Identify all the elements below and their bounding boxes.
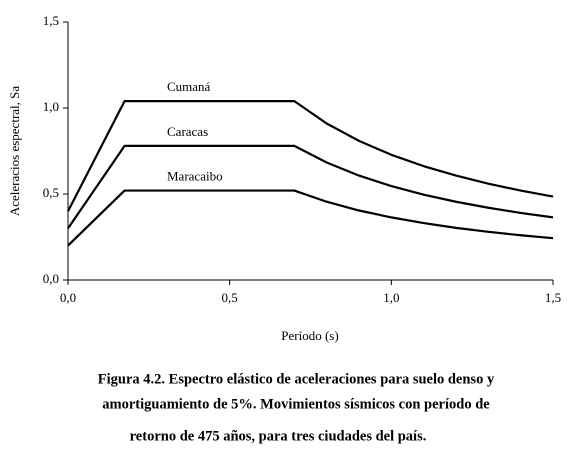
- y-axis-label: Aceleracios espectral, Sa: [7, 86, 22, 217]
- y-tick-label: 0,5: [43, 185, 59, 200]
- x-axis-label: Período (s): [281, 328, 338, 343]
- x-tick-label: 0,5: [222, 290, 238, 305]
- series-line: [67, 144, 554, 230]
- caption-line: amortiguamiento de 5%. Movimientos sísmi…: [102, 396, 490, 412]
- caption-line: Figura 4.2. Espectro elástico de acelera…: [98, 371, 495, 387]
- series-label: Maracaibo: [167, 169, 223, 184]
- x-tick-label: 0,0: [60, 290, 76, 305]
- x-tick-label: 1,0: [383, 290, 399, 305]
- y-tick-label: 0,0: [43, 271, 59, 286]
- series-line: [67, 189, 554, 247]
- caption-line: retorno de 475 años, para tres ciudades …: [130, 428, 427, 444]
- series-label: Cumaná: [167, 79, 211, 94]
- series-label: Caracas: [167, 124, 208, 139]
- y-tick-label: 1,5: [43, 13, 59, 28]
- series-line: [67, 100, 554, 212]
- y-tick-label: 1,0: [43, 99, 59, 114]
- x-tick-label: 1,5: [545, 290, 561, 305]
